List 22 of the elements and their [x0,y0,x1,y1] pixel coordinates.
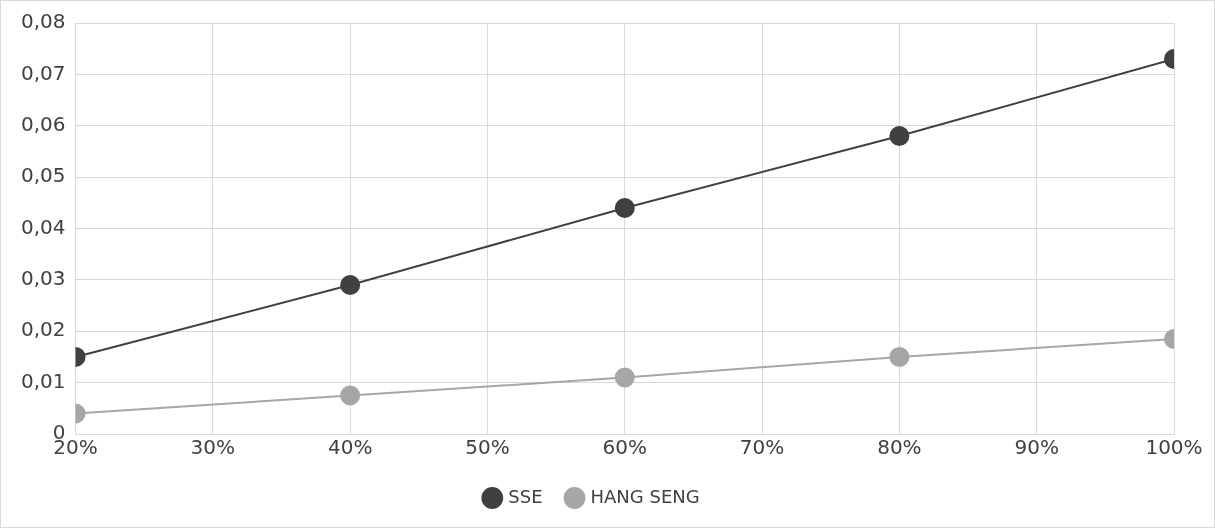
x-tick-label: 60% [602,435,647,460]
y-tick-label: 0,08 [21,9,66,34]
x-tick-label: 50% [465,435,510,460]
y-tick-label: 0,04 [21,214,66,239]
point [340,385,361,406]
y-tick-label: 0,02 [21,317,66,342]
y-tick-label: 0,05 [21,163,66,188]
y-tick-label: 0,01 [21,368,66,393]
point [614,367,635,388]
point [614,197,635,218]
legend-label: SSE [508,485,543,507]
y-tick-label: 0,06 [21,111,66,136]
y-tick-label: 0,07 [21,60,66,85]
x-tick-label: 90% [1014,435,1059,460]
x-tick-label: 100% [1145,435,1203,460]
x-tick-label: 40% [327,435,373,460]
point [340,275,361,296]
x-tick-label: 30% [190,435,236,460]
legend-label: HANG SENG [590,485,700,507]
x-tick-label: 80% [877,435,922,460]
y-tick-label: 0,03 [21,266,66,291]
x-tick-label: 70% [739,435,785,460]
